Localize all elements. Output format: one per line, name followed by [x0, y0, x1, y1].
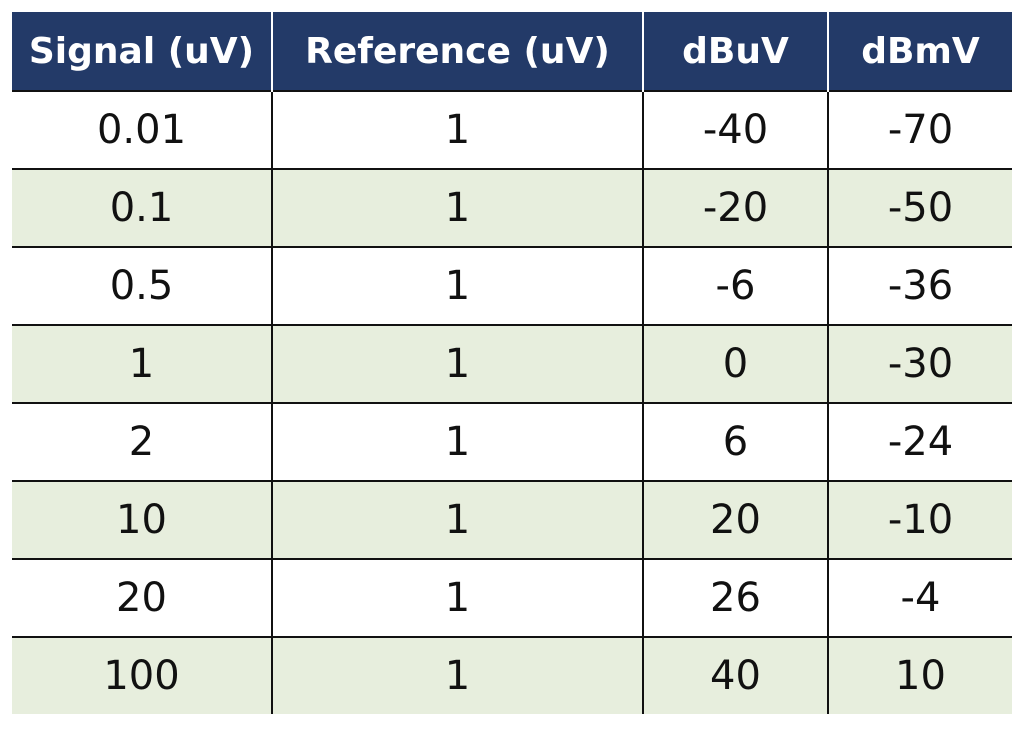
data-table: Signal (uV) Reference (uV) dBuV dBmV 0.01 1-… — [12, 12, 1012, 714]
table-cell: -10 — [827, 480, 1012, 559]
table-cell: 0.5 — [12, 246, 272, 325]
table-cell: -30 — [827, 324, 1012, 403]
table-cell: 1 — [271, 480, 643, 559]
table-cell: -4 — [827, 558, 1012, 637]
table-cell: 10 — [827, 636, 1012, 714]
table-cell: -24 — [827, 402, 1012, 481]
table-cell: -40 — [642, 90, 828, 169]
table-cell: 1 — [271, 402, 643, 481]
table-cell: 1 — [271, 324, 643, 403]
table-cell: -6 — [642, 246, 828, 325]
table-cell: 40 — [642, 636, 828, 714]
table-row: 10 1 20 -10 — [12, 480, 1012, 559]
table-row: 100 1 40 10 — [12, 636, 1012, 714]
table-cell: -50 — [827, 168, 1012, 247]
table-row: 1 1 0 -30 — [12, 324, 1012, 403]
table-cell: 6 — [642, 402, 828, 481]
header-row: Signal (uV) Reference (uV) dBuV dBmV — [12, 12, 1012, 91]
table-cell: 0 — [642, 324, 828, 403]
table-row: 2 1 6 -24 — [12, 402, 1012, 481]
table-cell: 0.01 — [12, 90, 272, 169]
table-cell: 20 — [642, 480, 828, 559]
header-cell: Reference (uV) — [271, 12, 643, 91]
table-body: 0.01 1 -40 -70 0.1 1 -20 -50 0.5 1 -6 -36 1 1 0 -30 2 1 6-… — [12, 90, 1012, 714]
header-cell: dBuV — [642, 12, 828, 91]
table-cell: 1 — [271, 90, 643, 169]
table-row: 0.1 1 -20 -50 — [12, 168, 1012, 247]
table-cell: 100 — [12, 636, 272, 714]
table-row: 0.5 1 -6 -36 — [12, 246, 1012, 325]
table-cell: 1 — [271, 168, 643, 247]
table-cell: 20 — [12, 558, 272, 637]
table-cell: -20 — [642, 168, 828, 247]
table-cell: 1 — [271, 636, 643, 714]
table-cell: 26 — [642, 558, 828, 637]
table-cell: 2 — [12, 402, 272, 481]
table-cell: 0.1 — [12, 168, 272, 247]
header-cell: dBmV — [827, 12, 1012, 91]
table-row: 0.01 1 -40 -70 — [12, 90, 1012, 169]
header-cell: Signal (uV) — [12, 12, 272, 91]
table-cell: -70 — [827, 90, 1012, 169]
table-cell: -36 — [827, 246, 1012, 325]
table-cell: 10 — [12, 480, 272, 559]
table-row: 20 1 26 -4 — [12, 558, 1012, 637]
table-cell: 1 — [12, 324, 272, 403]
table-cell: 1 — [271, 246, 643, 325]
table-cell: 1 — [271, 558, 643, 637]
